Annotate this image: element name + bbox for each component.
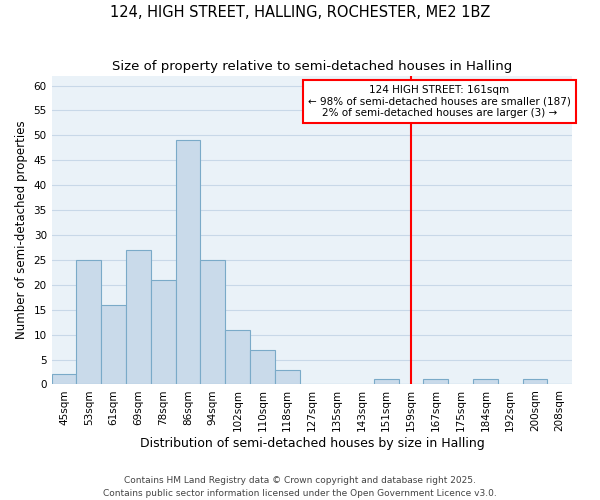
Text: Contains HM Land Registry data © Crown copyright and database right 2025.
Contai: Contains HM Land Registry data © Crown c…	[103, 476, 497, 498]
Bar	[225, 330, 250, 384]
Bar	[151, 280, 176, 384]
Text: 124, HIGH STREET, HALLING, ROCHESTER, ME2 1BZ: 124, HIGH STREET, HALLING, ROCHESTER, ME…	[110, 5, 490, 20]
Bar	[200, 260, 225, 384]
Y-axis label: Number of semi-detached properties: Number of semi-detached properties	[15, 120, 28, 340]
Bar	[424, 380, 448, 384]
Bar	[126, 250, 151, 384]
Bar	[76, 260, 101, 384]
Bar	[101, 304, 126, 384]
Bar	[473, 380, 498, 384]
Bar	[374, 380, 398, 384]
Bar	[523, 380, 547, 384]
Bar	[176, 140, 200, 384]
Text: 124 HIGH STREET: 161sqm
← 98% of semi-detached houses are smaller (187)
2% of se: 124 HIGH STREET: 161sqm ← 98% of semi-de…	[308, 85, 571, 118]
Title: Size of property relative to semi-detached houses in Halling: Size of property relative to semi-detach…	[112, 60, 512, 73]
X-axis label: Distribution of semi-detached houses by size in Halling: Distribution of semi-detached houses by …	[140, 437, 484, 450]
Bar	[52, 374, 76, 384]
Bar	[275, 370, 299, 384]
Bar	[250, 350, 275, 384]
